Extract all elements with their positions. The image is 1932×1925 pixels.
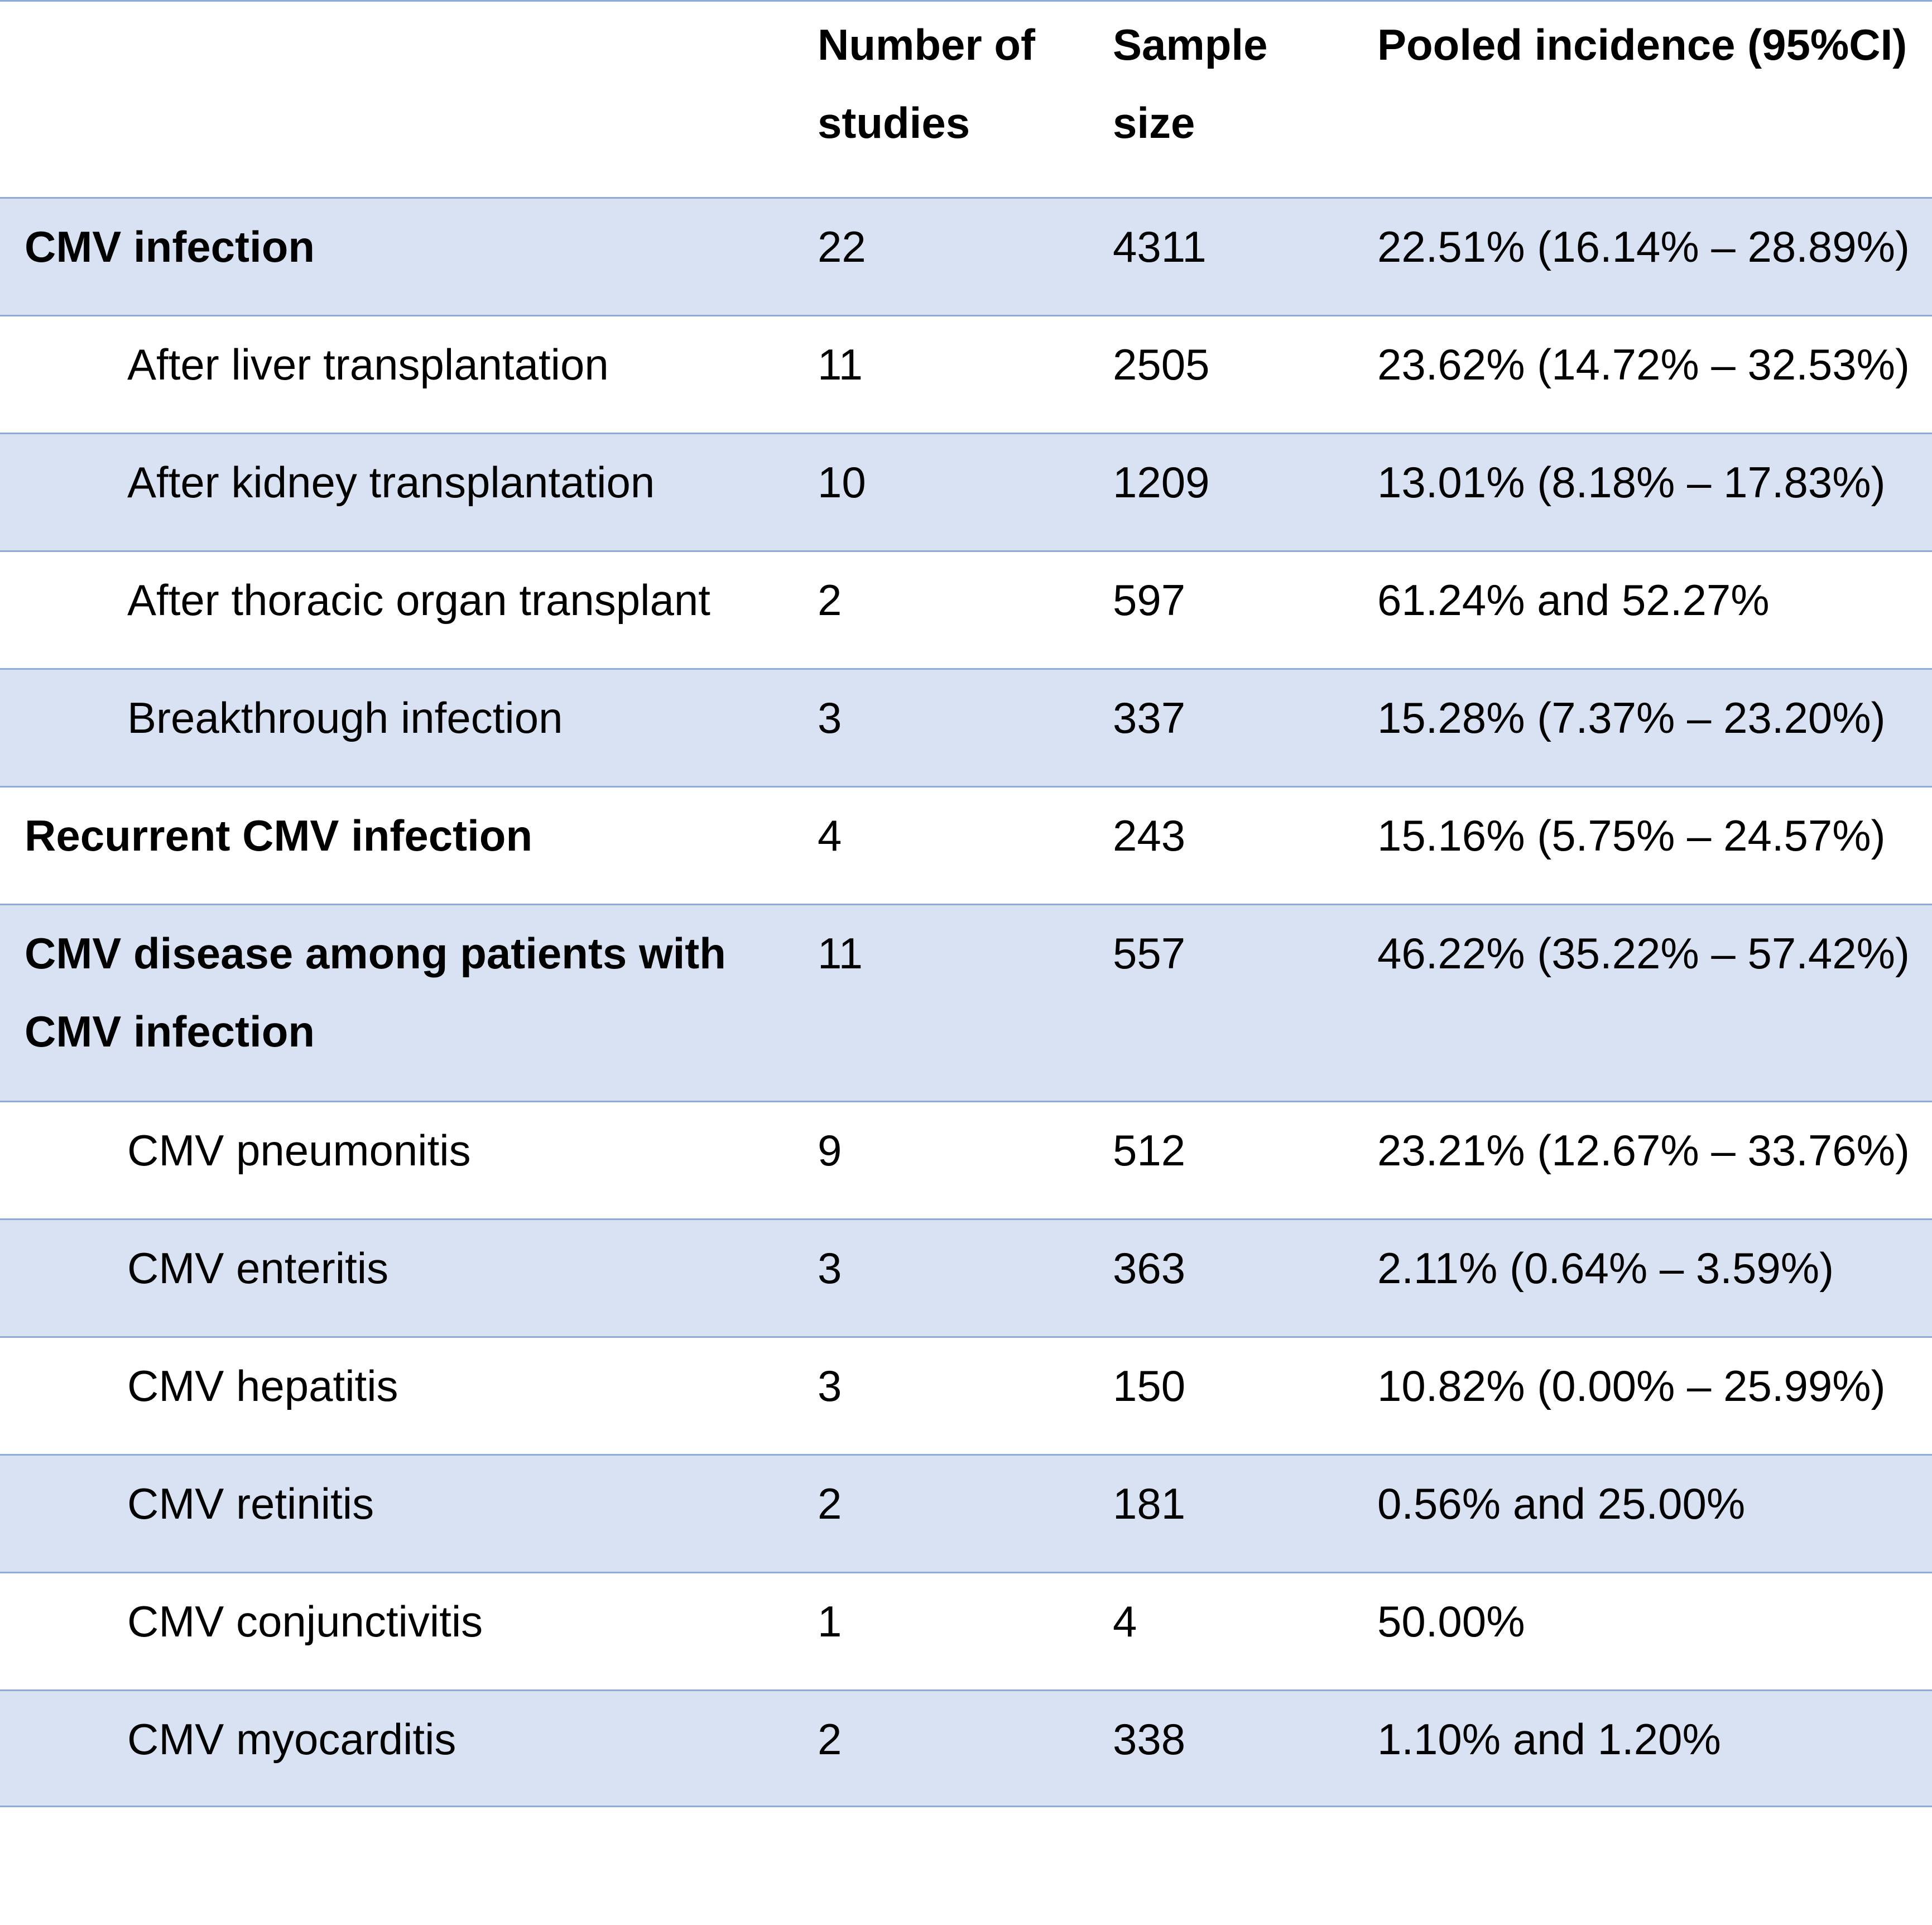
row-sample: 150 xyxy=(1113,1361,1186,1410)
row-incidence: 0.56% and 25.00% xyxy=(1377,1479,1746,1528)
row-studies: 2 xyxy=(818,575,842,625)
row-label: Breakthrough infection xyxy=(127,693,563,742)
row-label: CMV pneumonitis xyxy=(127,1126,471,1175)
row-label: CMV disease among patients with CMV infe… xyxy=(25,929,726,1056)
row-sample: 337 xyxy=(1113,693,1186,742)
row-label: Recurrent CMV infection xyxy=(25,811,533,860)
row-studies: 11 xyxy=(818,340,863,389)
table-row: After liver transplantation 11 2505 23.6… xyxy=(0,315,1932,433)
incidence-table: Number of studies Sample size Pooled inc… xyxy=(0,0,1932,1807)
row-incidence: 2.11% (0.64% – 3.59%) xyxy=(1377,1244,1834,1293)
header-sample-size: Sample size xyxy=(1113,20,1268,147)
table-row: CMV enteritis 3 363 2.11% (0.64% – 3.59%… xyxy=(0,1218,1932,1336)
row-label: After thoracic organ transplant xyxy=(127,575,710,625)
row-incidence: 23.21% (12.67% – 33.76%) xyxy=(1377,1126,1910,1175)
row-studies: 3 xyxy=(818,1361,842,1410)
table-row: CMV myocarditis 2 338 1.10% and 1.20% xyxy=(0,1689,1932,1807)
header-pooled-incidence: Pooled incidence (95%CI) xyxy=(1377,20,1907,69)
table-row: After kidney transplantation 10 1209 13.… xyxy=(0,433,1932,550)
row-sample: 2505 xyxy=(1113,340,1210,389)
row-incidence: 10.82% (0.00% – 25.99%) xyxy=(1377,1361,1886,1410)
table-row: CMV pneumonitis 9 512 23.21% (12.67% – 3… xyxy=(0,1101,1932,1218)
row-studies: 3 xyxy=(818,1244,842,1293)
row-studies: 11 xyxy=(818,929,863,978)
row-incidence: 61.24% and 52.27% xyxy=(1377,575,1770,625)
row-incidence: 50.00% xyxy=(1377,1597,1525,1646)
row-label: CMV hepatitis xyxy=(127,1361,398,1410)
row-incidence: 15.28% (7.37% – 23.20%) xyxy=(1377,693,1886,742)
header-number-of-studies: Number of studies xyxy=(818,20,1035,147)
row-sample: 363 xyxy=(1113,1244,1186,1293)
table-header-row: Number of studies Sample size Pooled inc… xyxy=(0,0,1932,197)
row-studies: 2 xyxy=(818,1715,842,1764)
row-sample: 597 xyxy=(1113,575,1186,625)
row-label: CMV enteritis xyxy=(127,1244,389,1293)
row-sample: 557 xyxy=(1113,929,1186,978)
row-label: After liver transplantation xyxy=(127,340,609,389)
row-studies: 1 xyxy=(818,1597,842,1646)
row-label: CMV infection xyxy=(25,222,315,271)
row-sample: 181 xyxy=(1113,1479,1186,1528)
row-label: CMV myocarditis xyxy=(127,1715,456,1764)
row-incidence: 22.51% (16.14% – 28.89%) xyxy=(1377,222,1910,271)
row-studies: 22 xyxy=(818,222,866,271)
row-studies: 9 xyxy=(818,1126,842,1175)
row-studies: 3 xyxy=(818,693,842,742)
row-label: CMV retinitis xyxy=(127,1479,374,1528)
row-sample: 512 xyxy=(1113,1126,1186,1175)
row-studies: 2 xyxy=(818,1479,842,1528)
row-studies: 4 xyxy=(818,811,842,860)
row-incidence: 15.16% (5.75% – 24.57%) xyxy=(1377,811,1886,860)
row-sample: 1209 xyxy=(1113,458,1210,507)
table-row: After thoracic organ transplant 2 597 61… xyxy=(0,550,1932,668)
table-row: CMV hepatitis 3 150 10.82% (0.00% – 25.9… xyxy=(0,1336,1932,1454)
row-incidence: 1.10% and 1.20% xyxy=(1377,1715,1721,1764)
row-incidence: 46.22% (35.22% – 57.42%) xyxy=(1377,929,1910,978)
row-sample: 4311 xyxy=(1113,222,1207,271)
row-incidence: 23.62% (14.72% – 32.53%) xyxy=(1377,340,1910,389)
row-sample: 4 xyxy=(1113,1597,1137,1646)
table-row: CMV disease among patients with CMV infe… xyxy=(0,904,1932,1101)
row-sample: 338 xyxy=(1113,1715,1186,1764)
row-sample: 243 xyxy=(1113,811,1186,860)
table-row: Breakthrough infection 3 337 15.28% (7.3… xyxy=(0,668,1932,786)
row-incidence: 13.01% (8.18% – 17.83%) xyxy=(1377,458,1886,507)
row-label: After kidney transplantation xyxy=(127,458,655,507)
table-row: CMV infection 22 4311 22.51% (16.14% – 2… xyxy=(0,197,1932,315)
table-row: CMV retinitis 2 181 0.56% and 25.00% xyxy=(0,1454,1932,1572)
row-label: CMV conjunctivitis xyxy=(127,1597,483,1646)
table-row: CMV conjunctivitis 1 4 50.00% xyxy=(0,1572,1932,1689)
row-studies: 10 xyxy=(818,458,866,507)
table-row: Recurrent CMV infection 4 243 15.16% (5.… xyxy=(0,786,1932,904)
